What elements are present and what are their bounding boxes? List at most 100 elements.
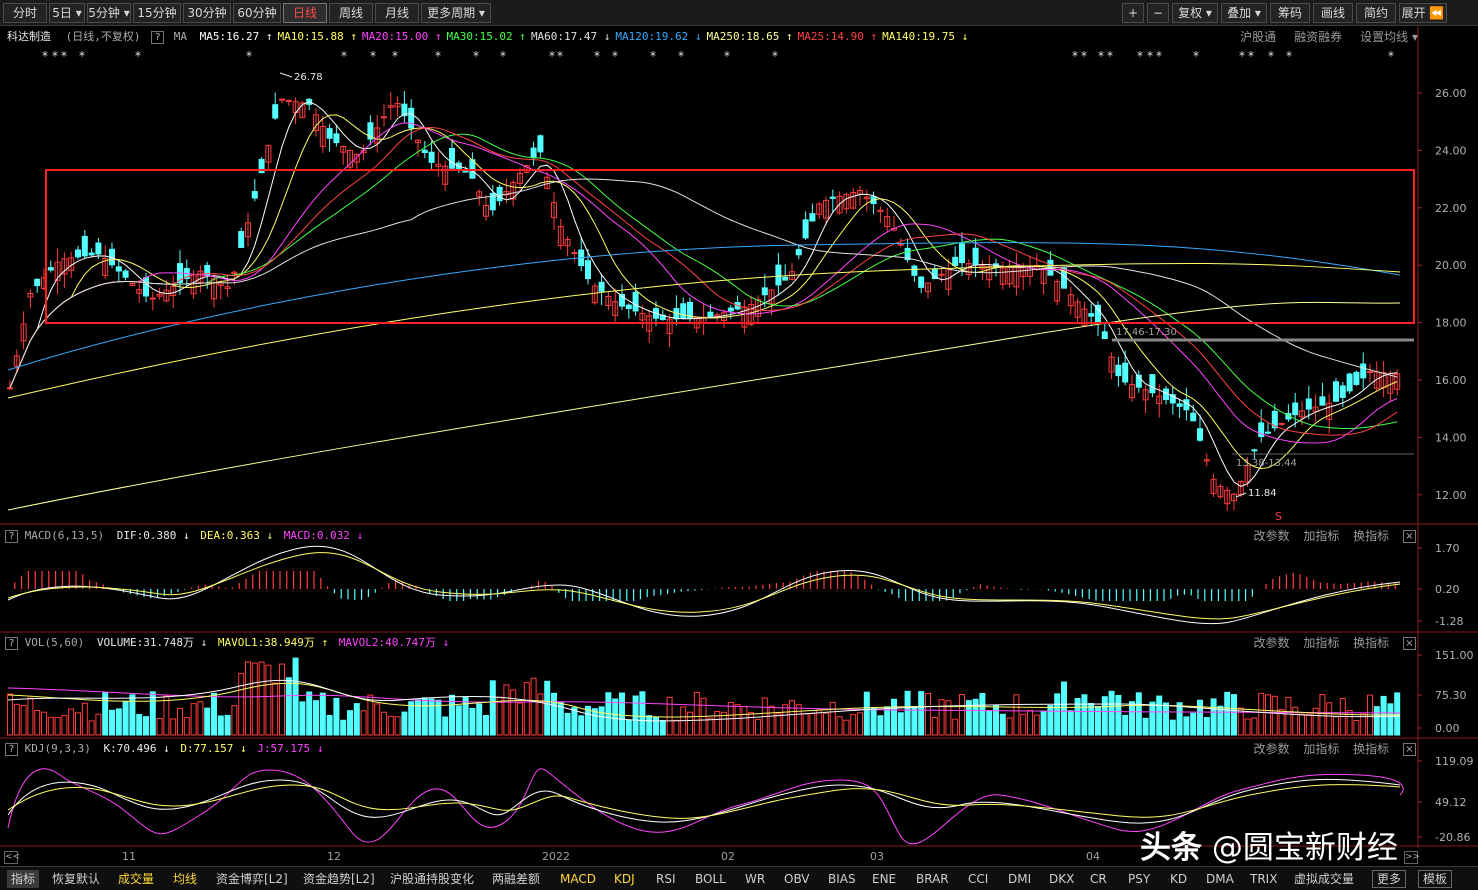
- candle-body: [741, 306, 748, 328]
- change-params-button[interactable]: 改参数: [1253, 742, 1290, 756]
- y-axis-label: 14.00: [1435, 431, 1467, 444]
- toolbar-right-4-button[interactable]: 筹码: [1270, 3, 1310, 23]
- period-0-button[interactable]: 分时: [3, 3, 47, 23]
- change-params-button[interactable]: 改参数: [1253, 529, 1290, 543]
- switch-indicator-button[interactable]: 换指标: [1353, 742, 1390, 756]
- tab-19[interactable]: DKX: [1049, 872, 1075, 886]
- period-7-button[interactable]: 周线: [329, 3, 373, 23]
- ma-right-link-1[interactable]: 融资融券: [1294, 30, 1343, 44]
- tab-12[interactable]: WR: [745, 872, 766, 886]
- volume-bar: [238, 673, 245, 736]
- tab-2[interactable]: 成交量: [118, 872, 155, 886]
- volume-bar: [1135, 692, 1142, 736]
- candle-body: [816, 203, 823, 215]
- volume-bar: [1027, 709, 1033, 736]
- tab-13[interactable]: OBV: [784, 872, 810, 886]
- tab-10[interactable]: RSI: [656, 872, 676, 886]
- tab-27[interactable]: 模板: [1418, 870, 1453, 888]
- volume-bar: [408, 701, 415, 736]
- help-icon[interactable]: ?: [5, 529, 18, 543]
- volume-bar: [1237, 707, 1244, 736]
- tab-18[interactable]: DMI: [1008, 872, 1032, 886]
- period-6-button[interactable]: 日线: [283, 3, 327, 23]
- toolbar-right-0-button[interactable]: +: [1122, 3, 1144, 23]
- volume-bar: [1115, 694, 1122, 736]
- period-4-button[interactable]: 30分钟: [183, 3, 231, 23]
- toolbar-right-1-button[interactable]: −: [1147, 3, 1169, 23]
- add-indicator-button[interactable]: 加指标: [1303, 742, 1340, 756]
- period-5-button[interactable]: 60分钟: [233, 3, 281, 23]
- scroll-left-icon[interactable]: <<: [4, 851, 21, 864]
- help-icon[interactable]: ?: [5, 636, 18, 650]
- tab-9[interactable]: KDJ: [614, 872, 635, 886]
- candle-body: [952, 256, 959, 266]
- chart-mode: (日线,不复权): [65, 30, 141, 43]
- kdj-d-arrow: ↓: [239, 742, 247, 755]
- toolbar-right-3-button[interactable]: 叠加 ▾: [1221, 3, 1267, 23]
- tab-17[interactable]: CCI: [968, 872, 989, 886]
- close-icon[interactable]: ×: [1403, 530, 1416, 543]
- close-icon[interactable]: ×: [1403, 637, 1416, 650]
- toolbar-right-6-button[interactable]: 简约: [1356, 3, 1396, 23]
- kline-chart[interactable]: 26.00 24.00 22.00 20.00 18.00 16.00 14.00 12.00…: [0, 0, 1478, 848]
- period-9-button[interactable]: 更多周期 ▾: [421, 3, 491, 23]
- period-3-button[interactable]: 15分钟: [133, 3, 181, 23]
- tab-5[interactable]: 资金趋势[L2]: [303, 872, 375, 886]
- candle-body: [401, 103, 408, 117]
- ma-right-link-2[interactable]: 设置均线 ▾: [1360, 30, 1418, 44]
- volume-bar: [843, 719, 850, 736]
- switch-indicator-button[interactable]: 换指标: [1353, 636, 1390, 650]
- tab-14[interactable]: BIAS: [828, 872, 856, 886]
- change-params-button[interactable]: 改参数: [1253, 636, 1290, 650]
- toolbar-right-5-button[interactable]: 画线: [1313, 3, 1353, 23]
- tab-8[interactable]: MACD: [560, 872, 596, 886]
- candle-body: [714, 314, 721, 317]
- volume-bar: [530, 677, 537, 736]
- volume-bar: [1333, 716, 1339, 736]
- candle-body: [530, 147, 537, 159]
- tab-16[interactable]: BRAR: [916, 872, 949, 886]
- tab-26[interactable]: 更多: [1372, 870, 1407, 888]
- close-icon[interactable]: ×: [1403, 743, 1416, 756]
- period-1-button[interactable]: 5日 ▾: [49, 3, 85, 23]
- y-axis-label: 12.00: [1435, 489, 1467, 502]
- tab-22[interactable]: KD: [1170, 872, 1188, 886]
- macd-dea-line: [7, 552, 1401, 620]
- tab-1[interactable]: 恢复默认: [52, 872, 101, 886]
- add-indicator-button[interactable]: 加指标: [1303, 529, 1340, 543]
- tab-0[interactable]: 指标: [7, 870, 40, 888]
- toolbar-right-2-button[interactable]: 复权 ▾: [1172, 3, 1218, 23]
- tab-25[interactable]: 虚拟成交量: [1294, 872, 1355, 886]
- volume-bar: [1346, 710, 1353, 736]
- ma-right-link-0[interactable]: 沪股通: [1240, 30, 1277, 44]
- volume-bar: [483, 715, 489, 736]
- macd-dif: DIF:0.380: [116, 529, 177, 542]
- tab-21[interactable]: PSY: [1128, 872, 1151, 886]
- volume-bar: [1183, 716, 1190, 736]
- tab-20[interactable]: CR: [1090, 872, 1107, 886]
- volume-bar: [1101, 696, 1108, 736]
- help-icon[interactable]: ?: [151, 30, 165, 44]
- switch-indicator-button[interactable]: 换指标: [1353, 529, 1390, 543]
- scroll-right-icon[interactable]: >>: [1404, 851, 1421, 864]
- candle-body: [687, 301, 693, 319]
- add-indicator-button[interactable]: 加指标: [1303, 636, 1340, 650]
- toolbar-right-7-button[interactable]: 展开 ⏪: [1399, 3, 1447, 23]
- period-8-button[interactable]: 月线: [375, 3, 419, 23]
- candle-body: [510, 181, 517, 200]
- period-2-button[interactable]: 5分钟 ▾: [87, 3, 131, 23]
- help-icon[interactable]: ?: [5, 742, 18, 756]
- candle-body: [428, 151, 435, 163]
- tab-6[interactable]: 沪股通持股变化: [390, 872, 475, 886]
- candle-body: [1244, 465, 1251, 483]
- tab-7[interactable]: 两融差额: [492, 872, 541, 886]
- tab-15[interactable]: ENE: [872, 872, 897, 886]
- volume-bar: [666, 696, 673, 736]
- candle-body: [1326, 402, 1333, 420]
- tab-3[interactable]: 均线: [173, 872, 198, 886]
- candle-body: [1108, 356, 1115, 373]
- tab-24[interactable]: TRIX: [1250, 872, 1278, 886]
- tab-4[interactable]: 资金博弈[L2]: [216, 872, 288, 886]
- tab-23[interactable]: DMA: [1206, 872, 1234, 886]
- tab-11[interactable]: BOLL: [695, 872, 726, 886]
